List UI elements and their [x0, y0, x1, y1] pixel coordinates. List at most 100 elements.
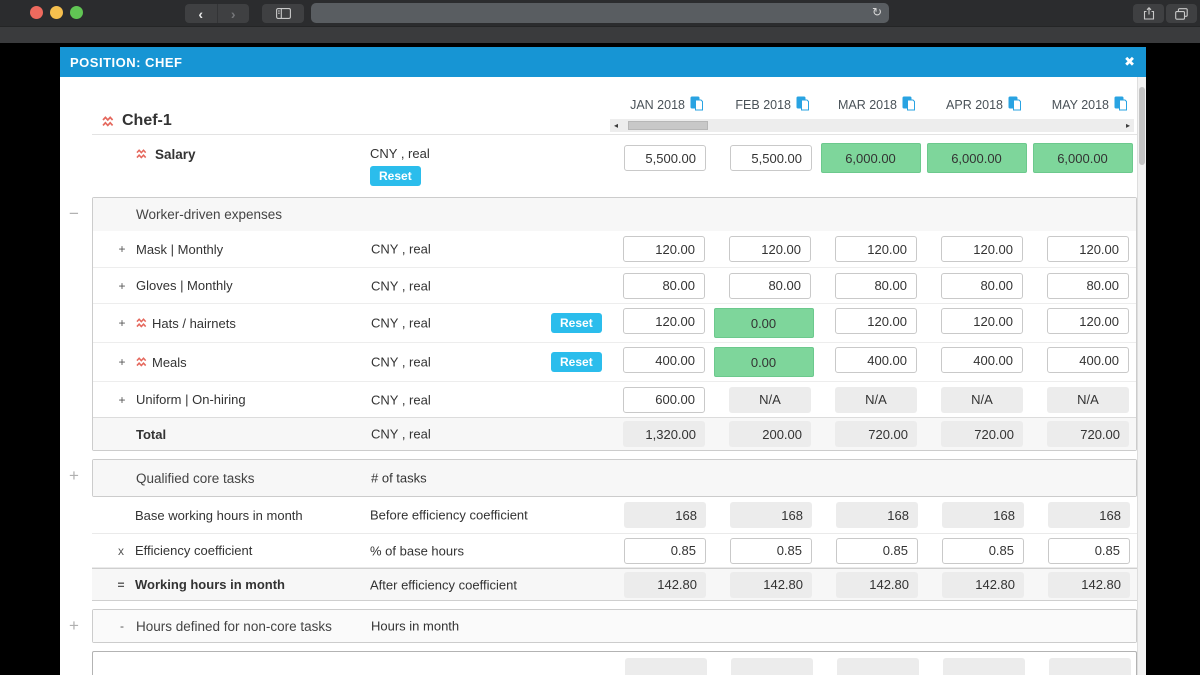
value-cell[interactable] — [624, 537, 706, 564]
unit-label: After efficiency coefficient — [370, 577, 517, 592]
zoom-window-icon[interactable] — [70, 6, 83, 19]
section-header: Qualified core tasks # of tasks — [93, 460, 1136, 496]
copy-month-icon[interactable] — [902, 96, 915, 114]
vertical-scrollbar[interactable] — [1137, 77, 1146, 675]
value-cell[interactable] — [1047, 272, 1129, 299]
value-cell[interactable] — [730, 145, 812, 171]
minimize-window-icon[interactable] — [50, 6, 63, 19]
readonly-cell: 1,320.00 — [623, 421, 705, 447]
readonly-cell: 142.80 — [624, 571, 706, 598]
copy-month-icon[interactable] — [1114, 96, 1127, 114]
expand-row-icon[interactable]: + — [118, 392, 126, 407]
row-label: Hats / hairnets — [152, 315, 236, 331]
edited-value-cell[interactable] — [713, 308, 814, 338]
value-cell[interactable] — [623, 308, 705, 334]
edited-value-cell[interactable] — [820, 143, 921, 173]
value-cell[interactable] — [835, 236, 917, 262]
sidebar-icon — [275, 8, 291, 19]
readonly-cell: 142.80 — [1048, 571, 1130, 598]
scrollbar-thumb[interactable] — [628, 121, 708, 130]
scroll-right-icon[interactable]: ▸ — [1125, 121, 1130, 130]
month-label: MAY 2018 — [1051, 98, 1109, 112]
position-dialog: POSITION: CHEF ✖ JAN 2018 FEB 2018 MAR 2… — [60, 47, 1146, 675]
section-title: Qualified core tasks — [136, 470, 255, 486]
value-cell[interactable] — [836, 537, 918, 564]
sidebar-toggle-button[interactable] — [262, 4, 304, 23]
address-bar[interactable]: ↻ — [311, 3, 889, 23]
copy-month-icon[interactable] — [796, 96, 809, 114]
value-cell[interactable] — [623, 347, 705, 373]
value-cell[interactable] — [730, 537, 812, 564]
value-cell[interactable] — [835, 308, 917, 334]
reset-button[interactable]: Reset — [551, 352, 602, 372]
value-cell[interactable] — [941, 272, 1023, 299]
value-cell[interactable] — [941, 236, 1023, 262]
value-cell[interactable] — [941, 347, 1023, 373]
unit-label: CNY , real — [371, 354, 431, 370]
expand-row-icon[interactable]: + — [118, 242, 126, 256]
table-row: x Efficiency coefficient % of base hours — [92, 534, 1137, 568]
unit-label: CNY , real — [370, 146, 430, 161]
collapse-section-icon[interactable]: − — [69, 204, 79, 223]
horizontal-scrollbar[interactable]: ◂ ▸ — [610, 119, 1134, 132]
expand-section-icon[interactable]: + — [69, 616, 79, 635]
expand-row-icon[interactable]: + — [118, 316, 126, 330]
result-row: = Working hours in month After efficienc… — [92, 568, 1137, 601]
close-icon[interactable]: ✖ — [1124, 54, 1135, 69]
tabs-icon — [1175, 7, 1188, 20]
reload-icon[interactable]: ↻ — [871, 5, 882, 19]
edited-value-cell[interactable] — [713, 347, 814, 377]
readonly-cell: 142.80 — [942, 571, 1024, 598]
edited-value-cell[interactable] — [926, 143, 1027, 173]
share-button[interactable] — [1133, 4, 1164, 23]
noncore-section: + - Hours defined for non-core tasks Hou… — [69, 609, 1137, 643]
forward-button[interactable]: › — [230, 5, 236, 22]
copy-month-icon[interactable] — [690, 96, 703, 114]
value-cell[interactable] — [624, 145, 706, 171]
month-column-header: MAR 2018 — [819, 93, 925, 117]
readonly-cell: 168 — [1048, 502, 1130, 528]
table-row: + Uniform | On-hiring CNY , real N/A N/A… — [93, 381, 1136, 417]
table-row: + Hats / hairnets CNY , real Reset — [93, 303, 1136, 342]
equals-prefix: = — [117, 577, 125, 592]
value-cell[interactable] — [729, 272, 811, 299]
tabs-overview-button[interactable] — [1166, 4, 1197, 23]
total-row: Total CNY , real 1,320.00 200.00 720.00 … — [93, 417, 1136, 450]
salary-units: CNY , real Reset — [370, 146, 430, 186]
value-cell[interactable] — [942, 537, 1024, 564]
reset-button[interactable]: Reset — [370, 166, 421, 186]
close-window-icon[interactable] — [30, 6, 43, 19]
position-name: Chef-1 — [102, 112, 172, 130]
readonly-cell: 168 — [730, 502, 812, 528]
value-cell[interactable] — [623, 272, 705, 299]
expand-section-icon[interactable]: + — [69, 466, 79, 485]
value-cell[interactable] — [1047, 236, 1129, 262]
reset-button[interactable]: Reset — [551, 313, 602, 333]
value-cell[interactable] — [1047, 308, 1129, 334]
month-header-row: JAN 2018 FEB 2018 MAR 2018 APR 2018 — [607, 93, 1137, 117]
dialog-title: POSITION: CHEF — [70, 54, 183, 70]
unit-label: CNY , real — [371, 241, 431, 257]
value-cell[interactable] — [1048, 537, 1130, 564]
scrollbar-thumb[interactable] — [1139, 87, 1145, 165]
expand-row-icon[interactable]: + — [118, 278, 126, 293]
readonly-cell: 142.80 — [730, 571, 812, 598]
value-cell[interactable] — [835, 347, 917, 373]
minus-prefix: - — [120, 619, 124, 633]
value-cell[interactable] — [835, 272, 917, 299]
back-button[interactable]: ‹ — [185, 4, 218, 23]
value-cell[interactable] — [623, 236, 705, 262]
changed-icon — [136, 318, 147, 328]
expand-row-icon[interactable]: + — [118, 355, 126, 369]
copy-month-icon[interactable] — [1008, 96, 1021, 114]
readonly-cell — [943, 658, 1025, 675]
value-cell[interactable] — [729, 236, 811, 262]
value-cell[interactable] — [623, 386, 705, 413]
scroll-left-icon[interactable]: ◂ — [614, 121, 619, 130]
value-cell[interactable] — [1047, 347, 1129, 373]
value-cell[interactable] — [941, 308, 1023, 334]
edited-value-cell[interactable] — [1032, 143, 1133, 173]
month-label: APR 2018 — [946, 98, 1003, 112]
row-label: Efficiency coefficient — [135, 543, 253, 558]
month-column-header: APR 2018 — [925, 93, 1031, 117]
